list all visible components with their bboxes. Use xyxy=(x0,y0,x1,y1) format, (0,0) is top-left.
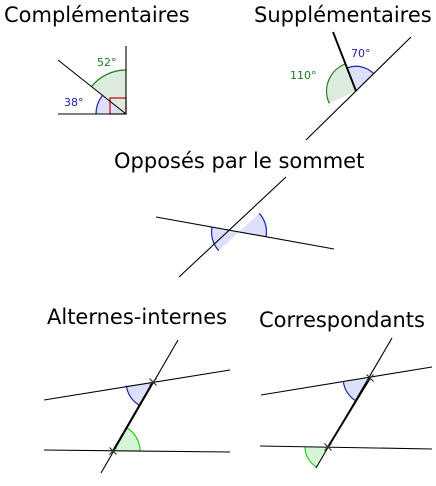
angle-52-sector xyxy=(91,69,126,114)
opposed-angle-right-sector xyxy=(239,213,267,237)
corresponding-transversal-segment xyxy=(327,377,371,448)
intersection-mark-lower xyxy=(324,443,332,451)
opposed-line-1 xyxy=(155,216,335,250)
title-correspondants: Correspondants xyxy=(259,308,425,332)
supp-straight-line xyxy=(305,36,412,141)
opposed-line-2 xyxy=(178,176,287,278)
intersection-mark-upper xyxy=(149,378,157,386)
angle-110-label: 110° xyxy=(290,69,317,82)
title-alternes: Alternes-internes xyxy=(47,305,227,329)
comp-diagonal-line xyxy=(57,59,127,115)
complementary-angles-panel: Complémentaires 52° 38° xyxy=(4,3,190,115)
angle-52-arc xyxy=(90,69,127,88)
angle-70-label: 70° xyxy=(351,47,371,60)
alternate-interior-angles-panel: Alternes-internes xyxy=(43,305,231,474)
supplementary-angles-panel: Supplémentaires 70° 110° xyxy=(254,3,432,141)
corresponding-parallel-upper xyxy=(260,366,433,396)
angle-38-sector xyxy=(96,95,126,114)
corresponding-angles-panel: Correspondants xyxy=(259,308,433,469)
angle-38-label: 38° xyxy=(64,96,84,109)
supp-ray xyxy=(332,31,357,92)
alternate-angle-lower-sector xyxy=(113,427,141,452)
intersection-mark-upper xyxy=(366,374,374,382)
opposed-angle-left-arc xyxy=(210,226,220,252)
angle-52-label: 52° xyxy=(97,56,117,69)
angle-110-arc xyxy=(325,63,347,104)
angle-70-arc xyxy=(347,65,375,75)
title-opposes: Opposés par le sommet xyxy=(114,149,364,173)
alternate-angle-lower-arc xyxy=(125,426,141,452)
title-supplementaires: Supplémentaires xyxy=(254,3,432,27)
corresponding-angle-lower-arc xyxy=(304,446,317,468)
vertical-angles-panel: Opposés par le sommet xyxy=(114,149,364,278)
corresponding-parallel-lower xyxy=(259,445,433,450)
alternate-parallel-upper xyxy=(43,369,231,401)
alternate-parallel-lower xyxy=(43,449,231,453)
title-complementaires: Complémentaires xyxy=(4,3,190,27)
angle-38-arc xyxy=(95,95,103,115)
intersection-mark-lower xyxy=(109,447,117,455)
opposed-angle-right-arc xyxy=(258,212,268,238)
opposed-angle-left-sector xyxy=(211,227,239,251)
alternate-transversal-segment xyxy=(112,381,154,452)
